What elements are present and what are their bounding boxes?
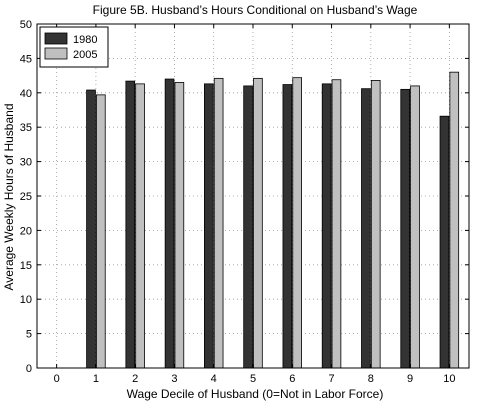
- y-tick-label: 25: [20, 191, 32, 203]
- chart-title: Figure 5B. Husband’s Hours Conditional o…: [93, 3, 418, 17]
- bar-2005-8: [370, 80, 381, 369]
- x-tick-label: 5: [250, 373, 256, 385]
- x-tick-label: 10: [443, 373, 455, 385]
- bar-2005-1: [96, 94, 106, 369]
- bar-1980-1: [86, 89, 96, 369]
- x-tick-label: 7: [328, 373, 334, 385]
- bar-2005-5: [253, 77, 263, 369]
- x-tick-label: 0: [54, 373, 60, 385]
- y-tick-label: 0: [26, 363, 32, 375]
- bar-1980-3: [164, 78, 175, 369]
- y-tick-label: 35: [20, 122, 32, 134]
- bar-2005-3: [174, 82, 185, 369]
- x-axis-label: Wage Decile of Husband (0=Not in Labor F…: [127, 387, 384, 401]
- y-tick-label: 30: [20, 157, 32, 169]
- bar-2005-9: [410, 85, 420, 369]
- bar-1980-4: [204, 83, 214, 369]
- y-tick-label: 20: [20, 225, 32, 237]
- y-tick-label: 10: [20, 294, 32, 306]
- bar-1980-7: [321, 83, 332, 369]
- bar-1980-8: [361, 88, 371, 369]
- bars: [86, 71, 460, 369]
- x-tick-labels: 0 1 2 3 4 5 6 7 8 9 10: [54, 373, 456, 385]
- y-tick-label: 5: [26, 329, 32, 341]
- legend-label-1980: 1980: [73, 34, 97, 46]
- legend: 1980 2005: [39, 26, 109, 68]
- x-tick-label: 9: [407, 373, 413, 385]
- bar-1980-10: [439, 115, 450, 369]
- x-tick-label: 2: [132, 373, 138, 385]
- bar-2005-6: [292, 77, 302, 369]
- y-axis-label: Average Weekly Hours of Husband: [2, 104, 16, 291]
- grid-lines: [37, 24, 469, 368]
- x-tick-label: 8: [368, 373, 374, 385]
- y-tick-label: 40: [20, 88, 32, 100]
- y-tick-labels: 0 5 10 15 20 25 30 35 40 45 50: [20, 19, 32, 375]
- bar-1980-6: [282, 84, 293, 369]
- y-tick-label: 15: [20, 260, 32, 272]
- x-tick-label: 6: [289, 373, 295, 385]
- bar-1980-2: [125, 80, 136, 369]
- x-tick-label: 1: [93, 373, 99, 385]
- bar-1980-9: [400, 88, 410, 369]
- legend-label-2005: 2005: [73, 49, 97, 61]
- legend-swatch-1980: [44, 32, 68, 45]
- bar-2005-2: [135, 83, 145, 369]
- y-tick-label: 45: [20, 53, 32, 65]
- legend-swatch-2005: [44, 47, 68, 60]
- bar-2005-4: [213, 77, 224, 369]
- bar-1980-5: [243, 85, 253, 369]
- bar-2005-7: [331, 79, 342, 369]
- bar-2005-10: [449, 71, 460, 369]
- x-tick-label: 3: [171, 373, 177, 385]
- y-tick-label: 50: [20, 19, 32, 31]
- x-tick-label: 4: [211, 373, 217, 385]
